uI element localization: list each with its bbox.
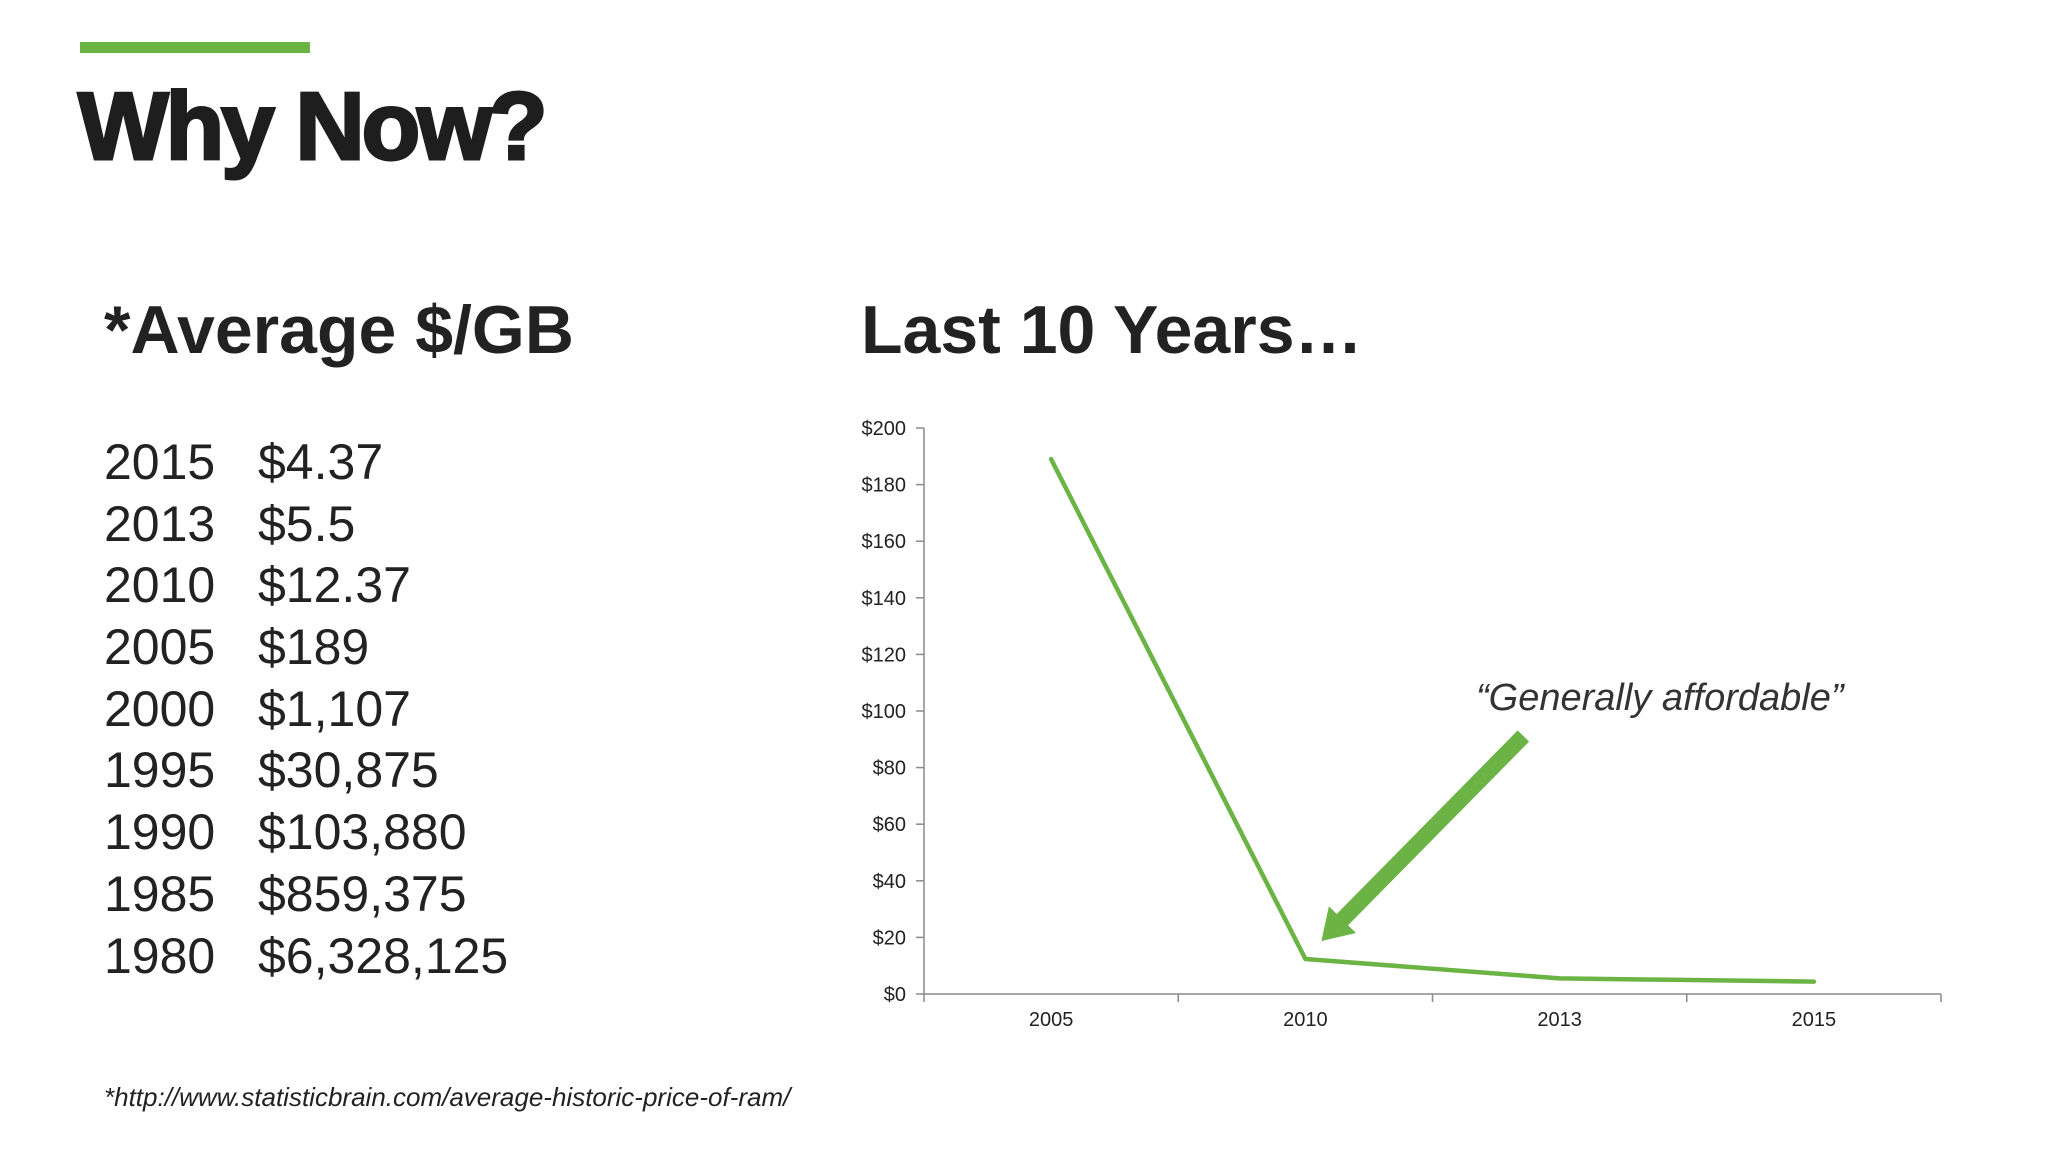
y-tick-label: $80 (873, 758, 906, 780)
price-row: 2015 $4.37 (104, 432, 508, 494)
price-row: 2000 $1,107 (104, 679, 508, 741)
x-tick-label: 2013 (1537, 1009, 1582, 1031)
price-row: 2005 $189 (104, 617, 508, 679)
y-tick-label: $100 (862, 701, 907, 723)
price-value: $1,107 (258, 680, 411, 737)
y-tick-label: $120 (862, 644, 907, 666)
price-year: 1995 (104, 742, 216, 799)
price-year: 2013 (104, 495, 216, 552)
x-tick-label: 2005 (1029, 1009, 1074, 1031)
source-footnote: *http://www.statisticbrain.com/average-h… (104, 1082, 791, 1112)
price-value: $6,328,125 (258, 927, 509, 984)
price-value: $12.37 (258, 557, 411, 614)
price-year: 2015 (104, 434, 216, 490)
price-data-point (1049, 457, 1053, 461)
x-tick-label: 2015 (1792, 1009, 1837, 1031)
price-per-gb-list: 2015 $4.37 2013 $5.5 2010 $12.37 2005 $189 2000 $… (104, 432, 508, 987)
price-row: 1985 $859,375 (104, 864, 508, 926)
last-10-years-heading: Last 10 Years… (861, 292, 1363, 368)
price-row: 1980 $6,328,125 (104, 926, 508, 988)
price-data-point (1558, 976, 1562, 980)
price-series-line (1048, 456, 1817, 984)
price-year: 2000 (104, 680, 216, 737)
price-value: $5.5 (258, 495, 356, 552)
price-year: 1990 (104, 804, 216, 861)
price-row: 2010 $12.37 (104, 555, 508, 617)
price-value: $103,880 (258, 804, 467, 861)
y-tick-label: $20 (873, 927, 906, 949)
average-price-heading: *Average $/GB (104, 292, 574, 368)
price-data-point (1812, 980, 1816, 984)
price-year: 2005 (104, 619, 216, 676)
page-title: Why Now? (77, 71, 550, 181)
title-accent-bar (80, 42, 310, 53)
price-year: 2010 (104, 557, 216, 614)
annotation-label: “Generally affordable” (1476, 677, 1846, 719)
y-tick-label: $0 (884, 984, 906, 1006)
price-value: $4.37 (258, 434, 384, 490)
y-tick-label: $200 (862, 418, 907, 440)
y-tick-label: $180 (862, 475, 907, 497)
price-year: 1980 (104, 927, 216, 984)
y-tick-label: $60 (873, 814, 906, 836)
price-value: $189 (258, 619, 370, 676)
y-tick-label: $140 (862, 588, 907, 610)
price-row: 1995 $30,875 (104, 740, 508, 802)
price-year: 1985 (104, 865, 216, 922)
price-value: $30,875 (258, 742, 439, 799)
price-value: $859,375 (258, 865, 467, 922)
x-tick-label: 2010 (1283, 1009, 1328, 1031)
price-row: 2013 $5.5 (104, 494, 508, 556)
y-tick-label: $40 (873, 871, 906, 893)
annotation-arrow-icon (1321, 730, 1530, 941)
y-tick-label: $160 (862, 531, 907, 553)
price-data-point (1303, 957, 1307, 961)
price-row: 1990 $103,880 (104, 802, 508, 864)
